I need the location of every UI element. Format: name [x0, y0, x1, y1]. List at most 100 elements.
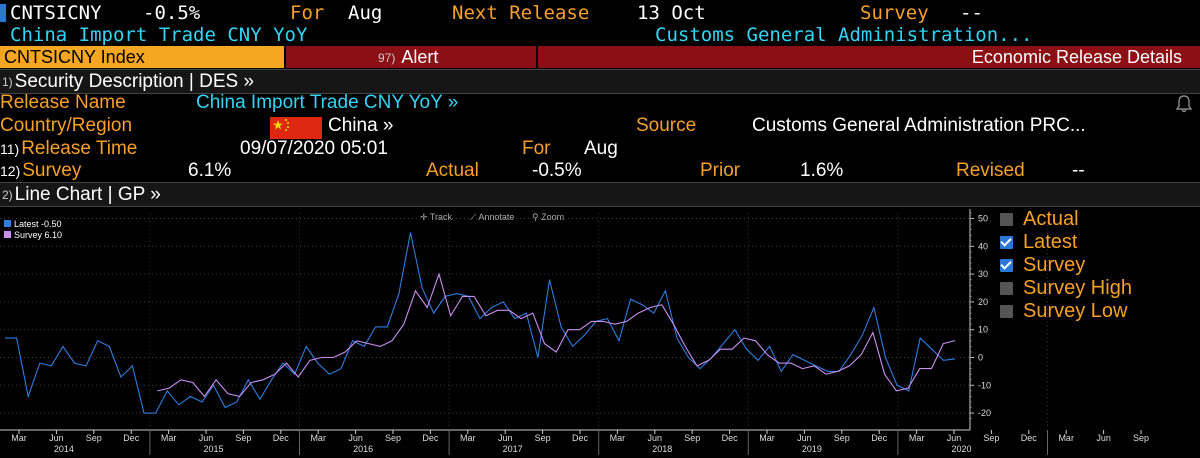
- security-description-header[interactable]: 1) Security Description | DES »: [0, 69, 1200, 94]
- actual-label: Actual: [426, 160, 479, 181]
- y-tick-label: -20: [978, 408, 991, 418]
- annotate-label: Annotate: [478, 212, 515, 222]
- x-tick-label: Mar: [610, 433, 626, 443]
- next-release-value: 13 Oct: [637, 2, 706, 24]
- year-label: 2016: [353, 444, 373, 454]
- x-tick-label: Jun: [348, 433, 363, 443]
- release-for-value: Aug: [584, 138, 618, 159]
- x-tick-label: Dec: [1021, 433, 1038, 443]
- release-name-row: Release Name China Import Trade CNY YoY …: [0, 92, 1200, 115]
- country-row: Country/Region China » Source Customs Ge…: [0, 115, 1200, 139]
- tab-security[interactable]: CNTSICNY Index: [0, 46, 284, 68]
- desc-title: Security Description | DES »: [14, 71, 255, 93]
- latest-checkbox[interactable]: [1000, 236, 1013, 249]
- chart-num: 2): [2, 188, 13, 202]
- x-tick-label: Jun: [947, 433, 962, 443]
- alert-label: Alert: [401, 47, 439, 67]
- year-label: 2015: [203, 444, 223, 454]
- source-label: Source: [636, 115, 697, 136]
- y-tick-label: 40: [978, 241, 988, 251]
- y-tick-label: 0: [978, 353, 983, 363]
- x-tick-label: Sep: [684, 433, 700, 443]
- survey-link[interactable]: 12) Survey: [0, 160, 81, 182]
- mini-legend-survey: Survey 6.10: [14, 230, 63, 240]
- release-time-num: 11): [0, 140, 20, 157]
- x-tick-label: Dec: [273, 433, 290, 443]
- actual-value: -0.5%: [532, 160, 582, 181]
- survey-num: 12): [0, 162, 21, 179]
- details-label: Economic Release Details: [971, 47, 1182, 67]
- x-tick-label: Sep: [235, 433, 251, 443]
- legend-survey-high-label: Survey High: [1023, 277, 1132, 299]
- x-tick-label: Mar: [909, 433, 925, 443]
- y-tick-label: 30: [978, 269, 988, 279]
- release-time-row: 11) Release Time 09/07/2020 05:01 For Aug: [0, 138, 1200, 161]
- track-button[interactable]: ✛ Track: [420, 212, 452, 223]
- ticker-marker: [0, 4, 6, 22]
- release-name-link[interactable]: China Import Trade CNY YoY »: [196, 92, 459, 113]
- survey-detail-label: Survey: [22, 160, 82, 181]
- magnifier-icon: ⚲: [532, 212, 542, 222]
- legend-survey-high[interactable]: Survey High: [1000, 277, 1132, 300]
- survey-value: --: [960, 2, 983, 24]
- for-label: For: [290, 2, 325, 24]
- y-tick-label: 20: [978, 297, 988, 307]
- x-tick-label: Sep: [535, 433, 551, 443]
- x-tick-label: Dec: [123, 433, 140, 443]
- survey-high-checkbox[interactable]: [1000, 282, 1013, 295]
- annotate-button[interactable]: ⟋ Annotate: [470, 212, 514, 223]
- crosshair-icon: ✛: [420, 212, 430, 222]
- prior-value: 1.6%: [800, 160, 844, 181]
- legend-survey[interactable]: Survey: [1000, 254, 1085, 277]
- x-tick-label: Jun: [1096, 433, 1111, 443]
- for-value: Aug: [348, 2, 383, 24]
- y-tick-label: 50: [978, 214, 988, 224]
- chart-title: Line Chart | GP »: [14, 184, 161, 206]
- year-label: 2020: [951, 444, 971, 454]
- x-tick-label: Mar: [310, 433, 326, 443]
- line-chart-header[interactable]: 2) Line Chart | GP »: [0, 182, 1200, 207]
- china-flag-icon: [270, 117, 322, 145]
- economic-release-details-tab[interactable]: Economic Release Details: [538, 46, 1200, 68]
- survey-checkbox[interactable]: [1000, 259, 1013, 272]
- series-line-latest: [5, 232, 956, 414]
- release-time-link[interactable]: 11) Release Time: [0, 138, 137, 160]
- x-tick-label: Sep: [1133, 433, 1149, 443]
- release-time-label: Release Time: [21, 138, 138, 159]
- x-tick-label: Sep: [834, 433, 850, 443]
- alert-num: 97): [378, 51, 396, 66]
- x-tick-label: Dec: [871, 433, 888, 443]
- survey-low-checkbox[interactable]: [1000, 305, 1013, 318]
- x-tick-label: Mar: [11, 433, 27, 443]
- survey-swatch: [4, 231, 11, 238]
- release-time-value: 09/07/2020 05:01: [240, 138, 388, 159]
- pencil-icon: ⟋: [470, 212, 479, 222]
- x-tick-label: Sep: [385, 433, 401, 443]
- legend-survey-low-label: Survey Low: [1023, 300, 1128, 322]
- zoom-label: Zoom: [541, 212, 565, 222]
- legend-survey-low[interactable]: Survey Low: [1000, 300, 1128, 323]
- next-release-label: Next Release: [452, 2, 590, 24]
- survey-detail-value: 6.1%: [188, 160, 232, 181]
- revised-value: --: [1072, 160, 1085, 181]
- actual-checkbox[interactable]: [1000, 213, 1013, 226]
- legend-actual[interactable]: Actual: [1000, 208, 1079, 231]
- y-tick-label: 10: [978, 325, 988, 335]
- line-chart[interactable]: 50 40 30 20 10 0 -10 -20 Mar Jun Sep Dec Mar Jun Sep De…: [0, 208, 1200, 458]
- legend-survey-label: Survey: [1023, 254, 1086, 276]
- header-value: -0.5%: [143, 2, 201, 24]
- revised-label: Revised: [956, 160, 1025, 181]
- mini-legend-latest: Latest -0.50: [14, 219, 62, 229]
- release-for-label: For: [522, 138, 551, 159]
- survey-label: Survey: [860, 2, 929, 24]
- zoom-button[interactable]: ⚲ Zoom: [532, 212, 564, 223]
- country-link[interactable]: China »: [328, 115, 394, 136]
- alert-button[interactable]: 97) Alert: [286, 46, 536, 68]
- bell-icon[interactable]: [1174, 94, 1194, 120]
- subtitle: China Import Trade CNY YoY: [10, 24, 308, 46]
- x-tick-label: Dec: [722, 433, 739, 443]
- release-name-label: Release Name: [0, 92, 126, 113]
- latest-swatch: [4, 220, 11, 227]
- x-tick-label: Sep: [86, 433, 102, 443]
- legend-latest[interactable]: Latest: [1000, 231, 1077, 254]
